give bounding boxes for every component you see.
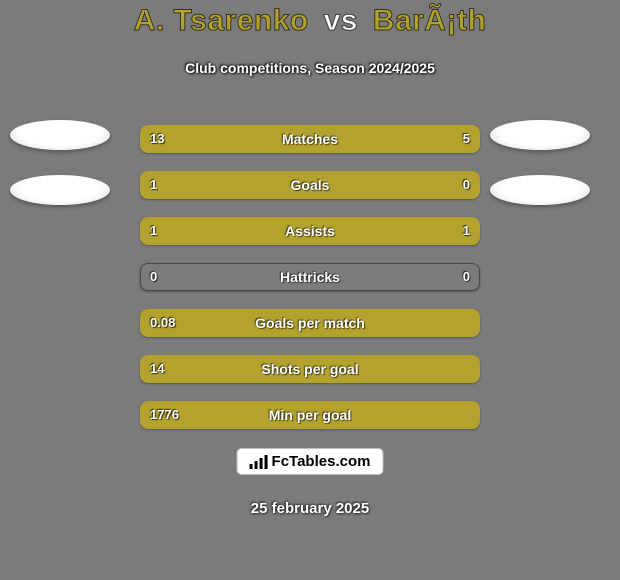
stat-bar-left-segment	[140, 171, 480, 199]
stats-card: A. Tsarenko vs BarÃ¡th Club competitions…	[0, 0, 620, 580]
player-left-name: A. Tsarenko	[134, 4, 309, 37]
stat-row: Shots per goal14	[140, 355, 480, 383]
player-right-badge-bottom	[490, 175, 590, 205]
stat-bar-left-segment	[140, 309, 480, 337]
stat-row: Min per goal1776	[140, 401, 480, 429]
logo-text: FcTables.com	[272, 453, 371, 470]
player-left-badge-bottom	[10, 175, 110, 205]
title: A. Tsarenko vs BarÃ¡th	[0, 4, 620, 38]
player-left-badge-top	[10, 120, 110, 150]
stat-row: Assists11	[140, 217, 480, 245]
stat-bar-right-segment	[310, 217, 480, 245]
stat-label: Hattricks	[140, 263, 480, 291]
bar-chart-icon	[250, 455, 268, 469]
card-date: 25 february 2025	[0, 500, 620, 517]
fctables-logo: FcTables.com	[237, 448, 384, 475]
player-right-name: BarÃ¡th	[373, 4, 487, 37]
stat-row: Goals10	[140, 171, 480, 199]
stat-bar-right-segment	[386, 125, 480, 153]
player-right-badge-top	[490, 120, 590, 150]
stat-value-right: 0	[463, 263, 470, 291]
stat-row: Goals per match0.08	[140, 309, 480, 337]
stat-row: Hattricks0 0	[140, 263, 480, 291]
stat-value-left: 0	[150, 263, 157, 291]
stat-bar-left-segment	[140, 217, 310, 245]
stat-bar-left-segment	[140, 401, 480, 429]
stat-row: Matches135	[140, 125, 480, 153]
vs-label: vs	[318, 4, 364, 37]
stat-bar-left-segment	[140, 355, 480, 383]
subtitle: Club competitions, Season 2024/2025	[0, 60, 620, 76]
stat-bar-left-segment	[140, 125, 386, 153]
